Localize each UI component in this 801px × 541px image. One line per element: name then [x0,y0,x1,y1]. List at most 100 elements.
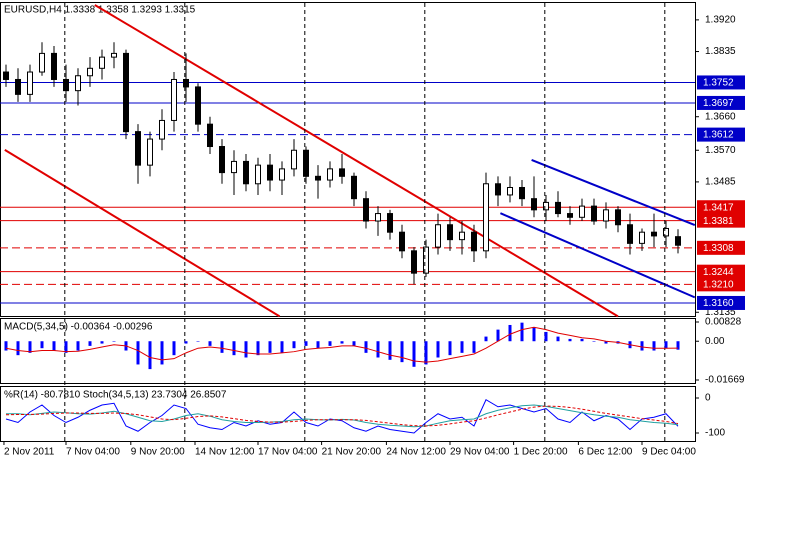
macd-bar [148,341,152,370]
x-tick-label: 14 Nov 12:00 [195,447,255,458]
y-tick-label: -0.01669 [705,375,745,386]
candle-body [243,160,249,185]
macd-bar [28,341,32,353]
macd-bar [376,341,380,358]
candle-body [303,149,309,177]
candle-body [471,231,477,252]
price-level-label: 1.3612 [703,130,734,141]
y-tick-label: 0.00 [705,336,725,347]
candle-body [351,175,357,200]
candle-body [555,201,561,215]
candle-body [363,198,369,222]
macd-bar [460,341,464,353]
candle-body [651,231,657,237]
macd-bar [268,341,272,353]
macd-bar [304,341,308,346]
macd-bar [76,341,80,351]
macd-bar [436,341,440,358]
macd-bar [640,341,644,351]
macd-bar [664,341,668,349]
price-level-tag [697,213,745,228]
x-tick-label: 24 Nov 12:00 [386,447,446,458]
macd-bar [208,341,212,346]
candle-body [75,75,81,92]
candle-body [267,164,273,181]
price-level-label: 1.3381 [703,216,734,227]
candle-body [567,213,573,218]
price-level-tag [697,75,745,90]
candle-body [3,71,9,80]
y-tick-label: -100 [705,428,725,439]
panel-title: MACD(5,34,5) -0.00364 -0.00296 [4,322,153,333]
macd-bar [412,341,416,367]
y-tick-label: 1.3835 [705,46,736,57]
candle-body [291,149,297,170]
macd-bar [508,324,512,342]
macd-bar [244,341,248,358]
macd-bar [64,341,68,353]
macd-bar [532,327,536,342]
macd-bar [604,341,608,344]
macd-bar [196,341,200,342]
price-level-tag [697,277,745,292]
candle-body [207,123,213,148]
candle-body [519,186,525,200]
candle-body [159,119,165,140]
macd-bar [52,341,56,351]
y-tick-label: 1.3135 [705,307,736,318]
price-level-tag [697,240,745,255]
candle-body [279,168,285,181]
macd-bar [424,341,428,365]
indicator-line [5,405,679,427]
price-level-tag [697,295,745,310]
indicator-line [5,399,679,434]
candle-body [195,86,201,125]
macd-bar [544,331,548,342]
macd-bar [172,341,176,356]
macd-bar [100,341,104,344]
macd-bar [280,341,284,353]
price-level-label: 1.3752 [703,78,734,89]
macd-bar [316,341,320,349]
candle-body [579,205,585,218]
macd-bar [40,341,44,349]
candle-body [171,78,177,121]
macd-bar [496,329,500,342]
macd-bar [352,341,356,346]
macd-bar [256,341,260,356]
chart-title: EURUSD,H4 1.3338 1.3358 1.3293 1.3315 [4,5,196,16]
candle-body [387,213,393,233]
y-tick-label: 1.3570 [705,145,736,156]
macd-bar [184,341,188,344]
candle-body [543,201,549,211]
trend-line [4,149,281,318]
candle-body [231,160,237,174]
macd-bar [568,338,572,342]
candle-body [399,231,405,252]
macd-bar [112,341,116,342]
oscillator-panel-frame [0,386,696,442]
candle-body [375,213,381,222]
candle-body [63,78,69,92]
macd-bar [652,341,656,351]
macd-bar [364,341,368,353]
macd-bar [340,341,344,344]
x-tick-label: 9 Nov 20:00 [131,447,185,458]
main-panel-frame [0,2,696,317]
candle-body [447,224,453,241]
macd-bar [592,341,596,342]
macd-bar [556,336,560,342]
candle-body [591,205,597,222]
candle-body [627,224,633,244]
price-level-tag [697,95,745,110]
candle-body [87,67,93,77]
macd-bar [16,341,20,356]
x-tick-label: 7 Nov 04:00 [66,447,120,458]
candle-body [99,56,105,69]
macd-bar [88,341,92,346]
price-level-tag [697,127,745,142]
trend-line [94,4,619,318]
price-level-label: 1.3210 [703,279,734,290]
